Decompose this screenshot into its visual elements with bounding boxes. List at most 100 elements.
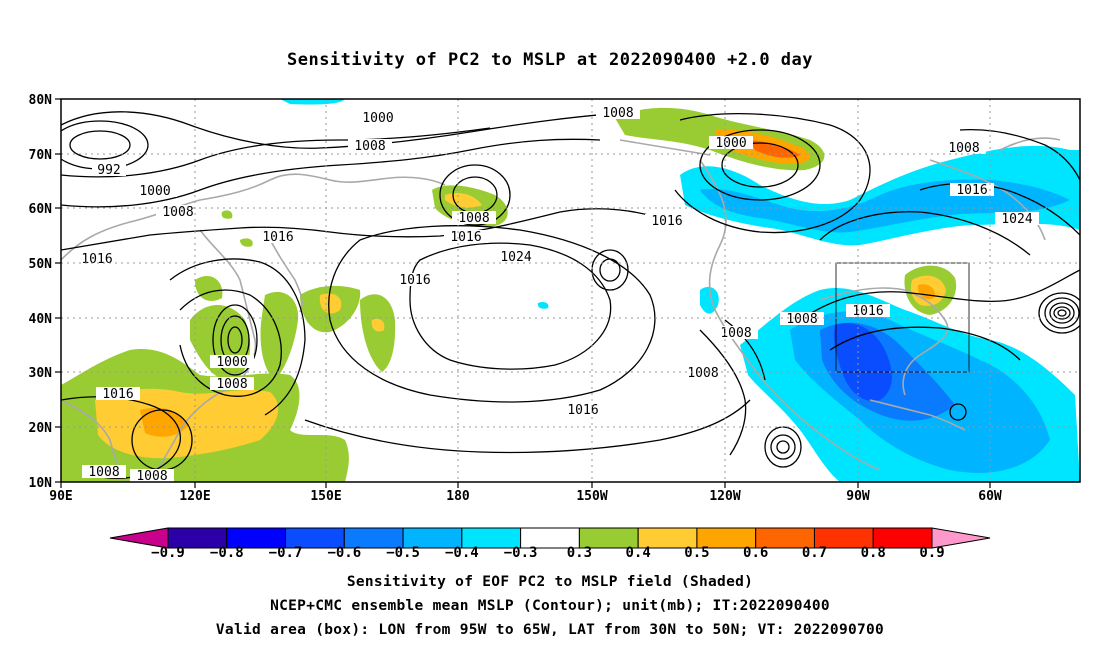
- contour-label-text: 1008: [602, 106, 633, 121]
- caption-line-3: Valid area (box): LON from 95W to 65W, L…: [215, 622, 885, 638]
- positive-region-bering-yellow: [445, 193, 482, 208]
- positive-patch-4-yellow: [319, 293, 342, 314]
- lat-label: 80N: [29, 93, 53, 108]
- negative-patch-pacific: [537, 301, 549, 309]
- colorbar-label: −0.4: [445, 545, 479, 561]
- contour-label-text: 1000: [139, 184, 170, 199]
- colorbar-cells: [167, 527, 933, 549]
- contour-label-text: 1008: [216, 377, 247, 392]
- positive-region-arctic-red: [750, 140, 800, 158]
- contour-label-text: 1016: [262, 230, 293, 245]
- colorbar-right-arrow: [931, 527, 991, 549]
- contour-label: 1016: [950, 183, 994, 198]
- contour-label-text: 1008: [88, 465, 119, 480]
- contour-label-text: 1016: [852, 304, 883, 319]
- contour-label-text: 1000: [715, 136, 746, 151]
- lat-label: 50N: [29, 257, 53, 272]
- contour-label: 1016: [645, 214, 689, 229]
- contour-label: 1016: [444, 230, 488, 245]
- contour-label: 1008: [681, 366, 725, 381]
- contour-label-text: 1016: [567, 403, 598, 418]
- contour-label-text: 1000: [362, 111, 393, 126]
- contour-label-text: 1008: [786, 312, 817, 327]
- contour-label: 1008: [348, 139, 392, 154]
- contour-label-text: 1016: [399, 273, 430, 288]
- contour-label-text: 1008: [354, 139, 385, 154]
- contour-label-text: 1008: [720, 326, 751, 341]
- contour-label-text: 1016: [956, 183, 987, 198]
- longitude-labels: 90E 120E 150E 180 150W 120W 90W 60W: [49, 489, 1002, 504]
- contour-label-text: 1016: [102, 387, 133, 402]
- colorbar-label: −0.8: [210, 545, 244, 561]
- positive-patch-5: [360, 294, 396, 372]
- latitude-labels: 80N 70N 60N 50N 40N 30N 20N 10N: [29, 93, 53, 491]
- lat-label: 20N: [29, 421, 53, 436]
- lon-label: 150W: [576, 489, 607, 504]
- lon-label: 150E: [310, 489, 341, 504]
- contour-label: 1008: [210, 377, 254, 392]
- contour-label: 1000: [133, 184, 177, 199]
- colorbar-labels: −0.9 −0.8 −0.7 −0.6 −0.5 −0.4 −0.3 0.3 0.4 0.5 0.6…: [151, 545, 945, 561]
- colorbar: −0.9 −0.8 −0.7 −0.6 −0.5 −0.4 −0.3 0.3 0.4 0.5 0.6…: [109, 527, 991, 561]
- negative-patch-arctic: [280, 99, 345, 105]
- contour-label: 1016: [96, 387, 140, 402]
- colorbar-label: 0.5: [684, 545, 709, 561]
- lon-label: 120W: [709, 489, 740, 504]
- colorbar-label: 0.4: [626, 545, 651, 561]
- colorbar-label: 0.8: [861, 545, 886, 561]
- lon-label: 90E: [49, 489, 72, 504]
- contour-label: 1024: [995, 212, 1039, 227]
- colorbar-label: −0.7: [269, 545, 303, 561]
- contour-label: 1016: [256, 230, 300, 245]
- colorbar-label: −0.5: [386, 545, 420, 561]
- colorbar-label: 0.7: [802, 545, 827, 561]
- contour-label: 1008: [596, 106, 640, 121]
- contour-label: 1008: [130, 469, 174, 484]
- contour-label: 1008: [452, 211, 496, 226]
- positive-patch-7: [240, 238, 253, 247]
- contour-label: 1008: [780, 312, 824, 327]
- colorbar-label: −0.9: [151, 545, 185, 561]
- contour-label-text: 1008: [948, 141, 979, 156]
- contour-label-text: 1008: [162, 205, 193, 220]
- positive-patch-5-yellow: [371, 318, 385, 332]
- map-panel: 1000 1008 992 1000 1008 1016 1016 1008 1…: [61, 99, 1080, 484]
- lat-label: 40N: [29, 312, 53, 327]
- map-frame: [60, 98, 1081, 483]
- contour-label-text: 1000: [216, 355, 247, 370]
- contour-label-text: 1024: [500, 250, 531, 265]
- contour-label-text: 1024: [1001, 212, 1032, 227]
- lat-label: 70N: [29, 148, 53, 163]
- caption-line-1: Sensitivity of EOF PC2 to MSLP field (Sh…: [346, 574, 754, 590]
- lat-label: 30N: [29, 366, 53, 381]
- gridlines: [61, 99, 1080, 482]
- caption-line-2: NCEP+CMC ensemble mean MSLP (Contour); u…: [270, 598, 830, 614]
- contour-label: 1000: [709, 136, 753, 151]
- lon-label: 90W: [846, 489, 870, 504]
- colorbar-label: −0.3: [504, 545, 538, 561]
- lat-label: 10N: [29, 476, 53, 491]
- lat-label: 60N: [29, 202, 53, 217]
- contour-label-text: 1016: [81, 252, 112, 267]
- contour-label: 1016: [393, 273, 437, 288]
- contour-label-text: 1008: [687, 366, 718, 381]
- colorbar-label: 0.3: [567, 545, 592, 561]
- contour-label: 1000: [356, 111, 400, 126]
- lon-label: 180: [446, 489, 470, 504]
- contour-label: 1016: [846, 304, 890, 319]
- contour-label-text: 1016: [450, 230, 481, 245]
- contour-label: 1008: [156, 205, 200, 220]
- contour-label-text: 1008: [136, 469, 167, 484]
- tick-marks: [55, 98, 991, 488]
- colorbar-label: −0.6: [327, 545, 361, 561]
- contour-label: 1024: [494, 250, 538, 265]
- contour-label: 1000: [210, 355, 254, 370]
- colorbar-label: 0.9: [919, 545, 944, 561]
- contour-label: 1008: [714, 326, 758, 341]
- lon-label: 60W: [978, 489, 1002, 504]
- contour-label-text: 1016: [651, 214, 682, 229]
- positive-region-westpac-orange: [140, 407, 188, 437]
- contour-label: 1016: [561, 403, 605, 418]
- contour-label: 1008: [82, 465, 126, 480]
